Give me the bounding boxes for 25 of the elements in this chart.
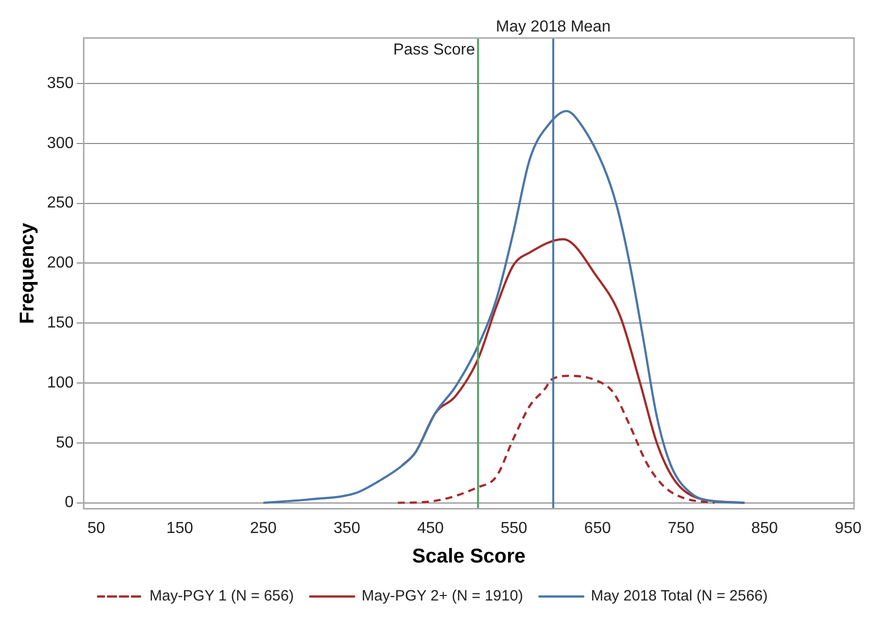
x-tick-label: 850 [751,520,778,537]
legend-label: May-PGY 2+ (N = 1910) [362,588,524,605]
y-tick-label: 0 [64,494,74,512]
y-tick-label: 200 [46,254,74,272]
ref-line-label: Pass Score [393,41,476,58]
y-tick-label: 150 [46,314,74,332]
x-tick-label: 150 [166,520,194,537]
y-tick-label: 100 [46,374,74,392]
x-tick-label: 950 [834,520,862,537]
x-tick-label: 550 [500,520,528,537]
x-axis-title: Scale Score [412,546,526,568]
y-tick-label: 50 [56,434,74,452]
x-tick-label: 250 [250,520,277,537]
legend-label: May-PGY 1 (N = 656) [149,588,294,605]
ref-line-label: May 2018 Mean [496,18,611,36]
y-axis-title: Frequency [16,222,39,324]
x-tick-label: 450 [417,520,444,537]
y-tick-label: 300 [46,134,74,152]
legend-label: May 2018 Total (N = 2566) [590,588,768,605]
y-tick-label: 350 [46,74,74,92]
y-tick-label: 250 [46,194,74,212]
x-tick-label: 50 [87,520,106,537]
x-tick-label: 350 [334,520,360,537]
x-tick-label: 750 [668,520,695,537]
x-tick-label: 650 [584,520,611,537]
